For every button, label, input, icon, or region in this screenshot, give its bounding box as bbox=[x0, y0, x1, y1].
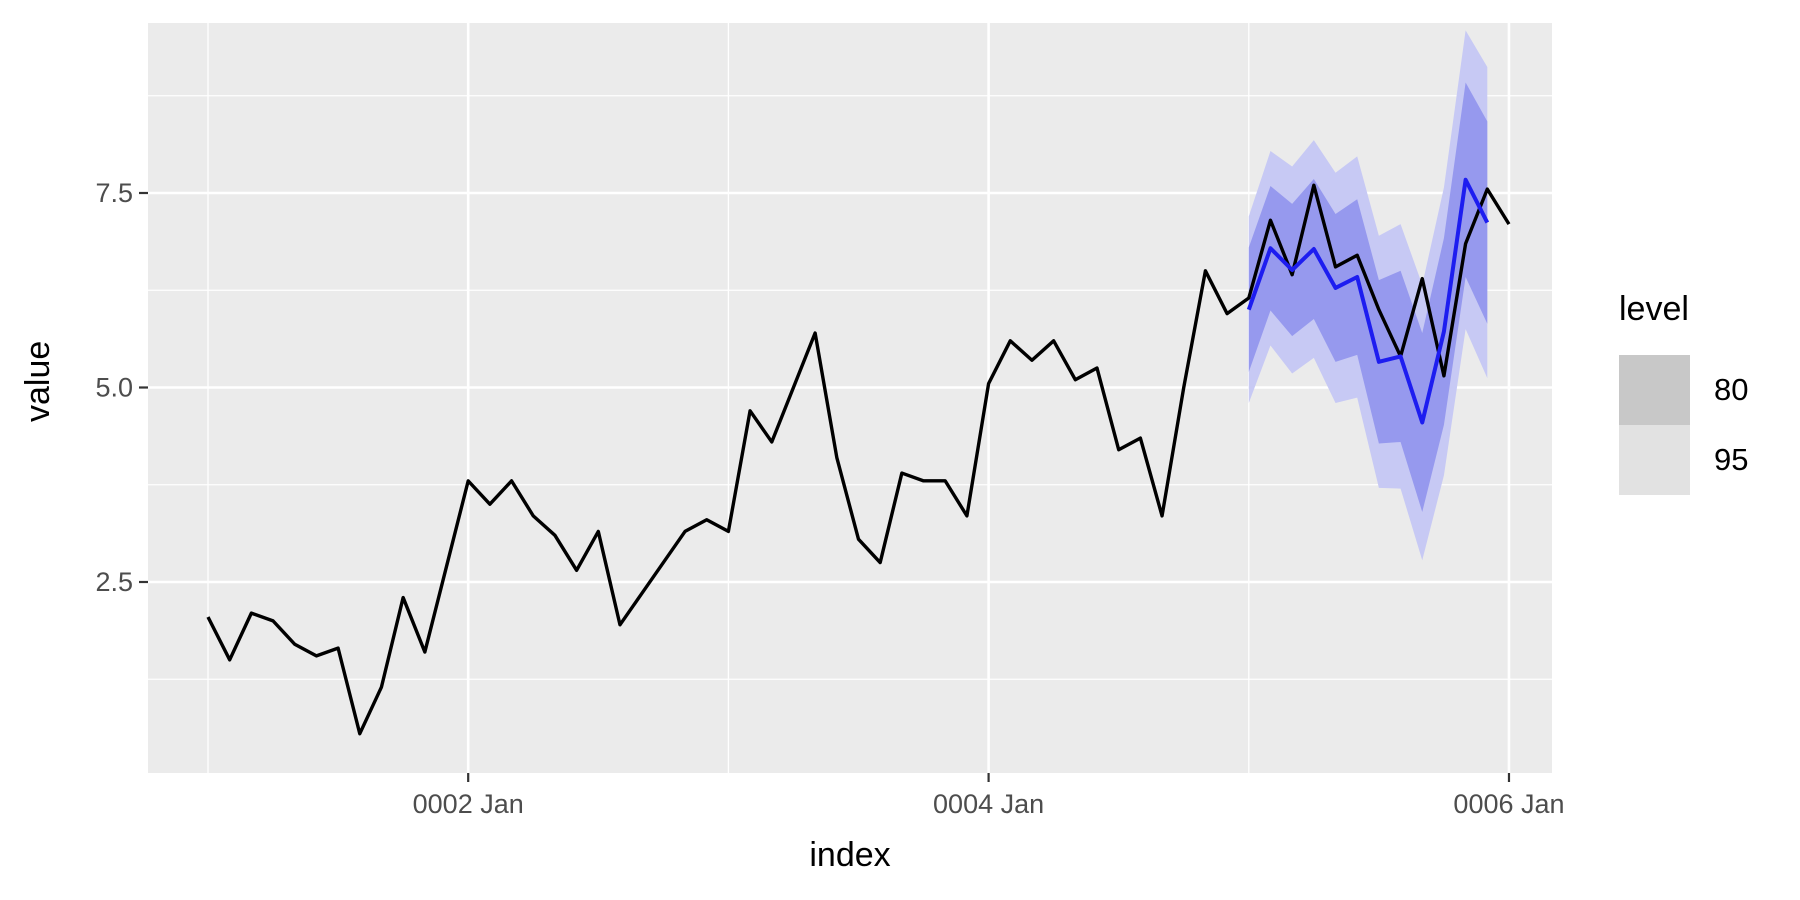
y-tick-label: 2.5 bbox=[95, 567, 133, 597]
legend-item-80: 80 bbox=[1619, 355, 1748, 425]
legend-swatch-95 bbox=[1619, 425, 1690, 495]
y-tick-label: 7.5 bbox=[95, 178, 133, 208]
legend: level 80 95 bbox=[1619, 290, 1748, 495]
y-tick-label: 5.0 bbox=[95, 373, 133, 403]
legend-title: level bbox=[1619, 290, 1689, 328]
forecast-line bbox=[1246, 177, 1490, 425]
x-tick-label: 0006 Jan bbox=[1453, 789, 1564, 819]
y-axis-title: value bbox=[19, 340, 57, 422]
x-axis-title: index bbox=[809, 836, 891, 874]
legend-label-80: 80 bbox=[1714, 372, 1749, 407]
legend-item-95: 95 bbox=[1619, 425, 1748, 495]
x-tick-label: 0004 Jan bbox=[933, 789, 1044, 819]
legend-label-95: 95 bbox=[1714, 442, 1749, 477]
legend-swatch-80 bbox=[1619, 355, 1690, 425]
actual-line bbox=[206, 183, 1511, 736]
x-tick-label: 0002 Jan bbox=[413, 789, 524, 819]
